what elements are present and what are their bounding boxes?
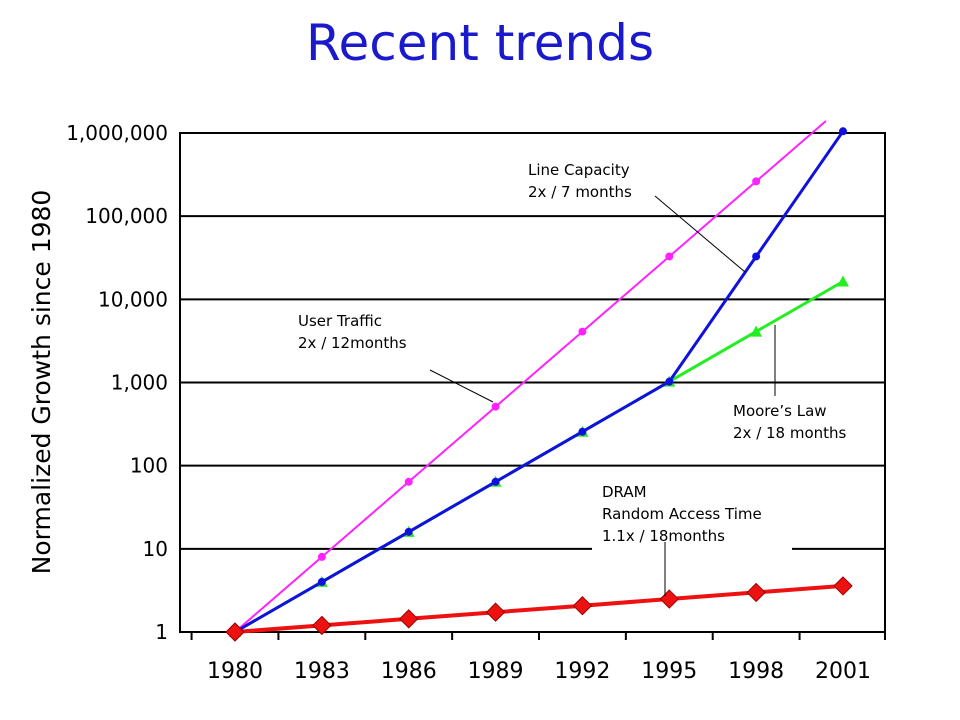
point-dram xyxy=(572,596,593,616)
point-user-traffic xyxy=(578,327,587,336)
y-tick-label: 1,000 xyxy=(111,371,168,395)
point-dram xyxy=(312,615,332,636)
x-tick-label: 1983 xyxy=(294,659,350,684)
y-tick-label: 1 xyxy=(155,620,168,644)
series-line-dram xyxy=(234,583,844,634)
x-tick-label: 1995 xyxy=(641,659,697,684)
x-tick-label: 1986 xyxy=(381,659,437,684)
plot-frame xyxy=(179,132,886,633)
point-user-traffic xyxy=(665,252,674,261)
x-tick-label: 2001 xyxy=(815,659,871,684)
axis-layer: 1 10 100 1,000 10,000 100,000 1,000,000 1980 198… xyxy=(66,121,886,684)
point-line-capacity xyxy=(839,127,847,136)
annotation-user-traffic: User Traffic 2x / 12months xyxy=(298,312,494,403)
point-user-traffic xyxy=(317,552,326,561)
x-tick-label: 1989 xyxy=(468,659,524,684)
point-dram xyxy=(485,602,506,622)
y-axis-label: Normalized Growth since 1980 xyxy=(27,190,56,575)
point-dram xyxy=(746,582,766,603)
annotation-background xyxy=(592,481,792,551)
grid-layer xyxy=(180,132,885,633)
point-line-capacity xyxy=(752,252,761,261)
annotation-text-line: Random Access Time xyxy=(602,505,762,523)
point-user-traffic xyxy=(752,177,761,186)
annotation-line-capacity: Line Capacity 2x / 7 months xyxy=(528,161,746,273)
y-tick-label: 1,000,000 xyxy=(66,121,168,145)
annotation-text-line: 1.1x / 18months xyxy=(602,527,725,545)
point-dram xyxy=(399,609,419,629)
y-tick-label: 10 xyxy=(143,537,168,561)
point-user-traffic xyxy=(404,477,413,486)
annotation-text-line: Line Capacity xyxy=(528,161,630,179)
series-line-line-capacity xyxy=(234,130,845,634)
point-dram xyxy=(833,576,853,596)
point-user-traffic xyxy=(491,402,500,411)
y-tick-label: 100,000 xyxy=(85,204,168,228)
point-line-capacity xyxy=(317,577,326,586)
annotation-dram: DRAM Random Access Time 1.1x / 18months xyxy=(592,481,792,596)
annotation-text-line: Moore’s Law xyxy=(733,402,827,420)
y-tick-label: 100 xyxy=(130,454,168,478)
annotation-text-line: 2x / 18 months xyxy=(733,424,847,442)
series-dram xyxy=(225,576,853,642)
point-moores-law xyxy=(750,325,763,337)
point-dram xyxy=(659,589,679,609)
x-tick-label: 1980 xyxy=(207,659,263,684)
point-line-capacity xyxy=(404,527,413,536)
x-tick-label: 1992 xyxy=(554,659,610,684)
series-layer xyxy=(225,120,853,642)
series-user-traffic xyxy=(231,120,827,636)
point-moores-law xyxy=(837,275,849,287)
annotation-text-line: DRAM xyxy=(602,483,647,501)
page-title: Recent trends xyxy=(306,14,654,72)
point-dram xyxy=(225,622,245,642)
annotation-layer: Line Capacity 2x / 7 months User Traffic 2x… xyxy=(298,161,847,596)
x-tick-label: 1998 xyxy=(728,659,784,684)
point-line-capacity xyxy=(491,477,500,486)
annotation-leader-line xyxy=(654,195,746,273)
annotation-moores-law: Moore’s Law 2x / 18 months xyxy=(733,325,847,442)
annotation-text-line: User Traffic xyxy=(298,312,382,330)
series-line-user-traffic xyxy=(234,120,827,633)
point-line-capacity xyxy=(578,427,587,436)
annotation-text-line: 2x / 7 months xyxy=(528,183,632,201)
annotation-leader-line xyxy=(429,369,494,403)
point-line-capacity xyxy=(665,377,674,386)
y-tick-label: 10,000 xyxy=(98,287,168,311)
annotation-text-line: 2x / 12months xyxy=(298,334,407,352)
